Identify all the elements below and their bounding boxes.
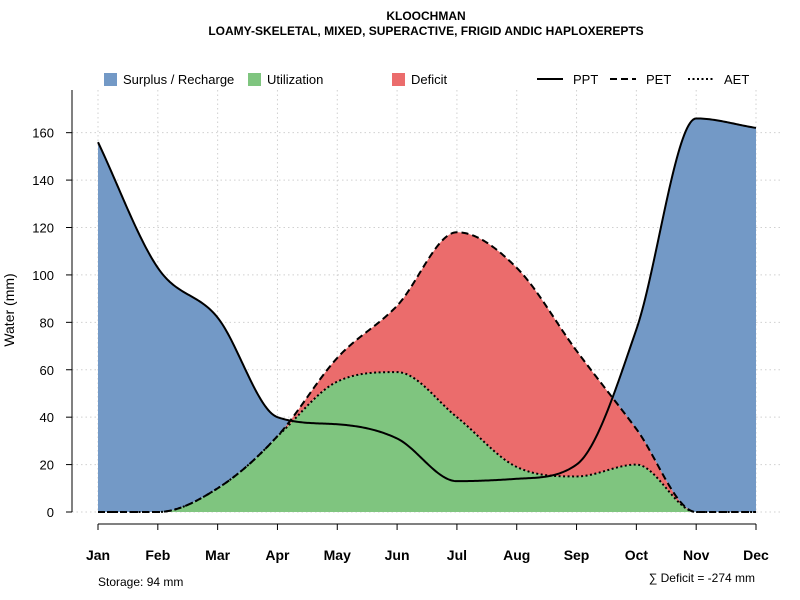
x-tick-label: Sep [564,547,590,563]
y-tick-label: 120 [32,221,54,236]
x-tick-label: Feb [145,547,170,563]
legend: Surplus / Recharge Utilization Deficit PPT P… [104,72,749,87]
y-tick-label: 40 [40,410,54,425]
y-tick-label: 60 [40,363,54,378]
y-tick-label: 0 [47,505,54,520]
chart-title: KLOOCHMAN [386,9,465,23]
y-axis-title: Water (mm) [1,273,17,346]
y-tick-label: 140 [32,173,54,188]
y-tick-label: 80 [40,315,54,330]
series-line-aet [98,371,756,513]
series-line-ppt [97,117,757,483]
x-tick-label: Jan [86,547,110,563]
x-tick-label: Nov [683,547,710,563]
x-tick-label: Mar [205,547,230,563]
x-tick-label: May [324,547,351,563]
legend-label: PET [646,72,671,87]
x-tick-label: Oct [625,547,649,563]
y-tick-label: 20 [40,458,54,473]
chart-subtitle: LOAMY-SKELETAL, MIXED, SUPERACTIVE, FRIG… [208,24,643,38]
x-tick-label: Dec [743,547,769,563]
x-tick-label: Jul [447,547,467,563]
y-tick-label: 160 [32,126,54,141]
deficit-area [98,232,756,512]
legend-label: Surplus / Recharge [123,72,234,87]
legend-label: Deficit [411,72,448,87]
chart-axes: 0 20 40 60 80 100 120 140 160 Jan Feb Mar Apr May Jun J… [32,90,769,563]
chart-lines [97,117,757,513]
x-tick-label: Aug [503,547,530,563]
surplus-recharge-area [98,118,756,512]
legend-swatch [392,73,405,86]
chart-areas [98,118,756,512]
x-tick-label: Jun [385,547,410,563]
deficit-label: ∑ Deficit = -274 mm [649,571,755,585]
x-tick-label: Apr [265,547,290,563]
legend-label: Utilization [267,72,323,87]
y-tick-label: 100 [32,268,54,283]
legend-swatch [104,73,117,86]
legend-label: AET [724,72,749,87]
legend-swatch [248,73,261,86]
storage-label: Storage: 94 mm [98,575,183,589]
legend-label: PPT [573,72,598,87]
utilization-area [98,372,756,512]
